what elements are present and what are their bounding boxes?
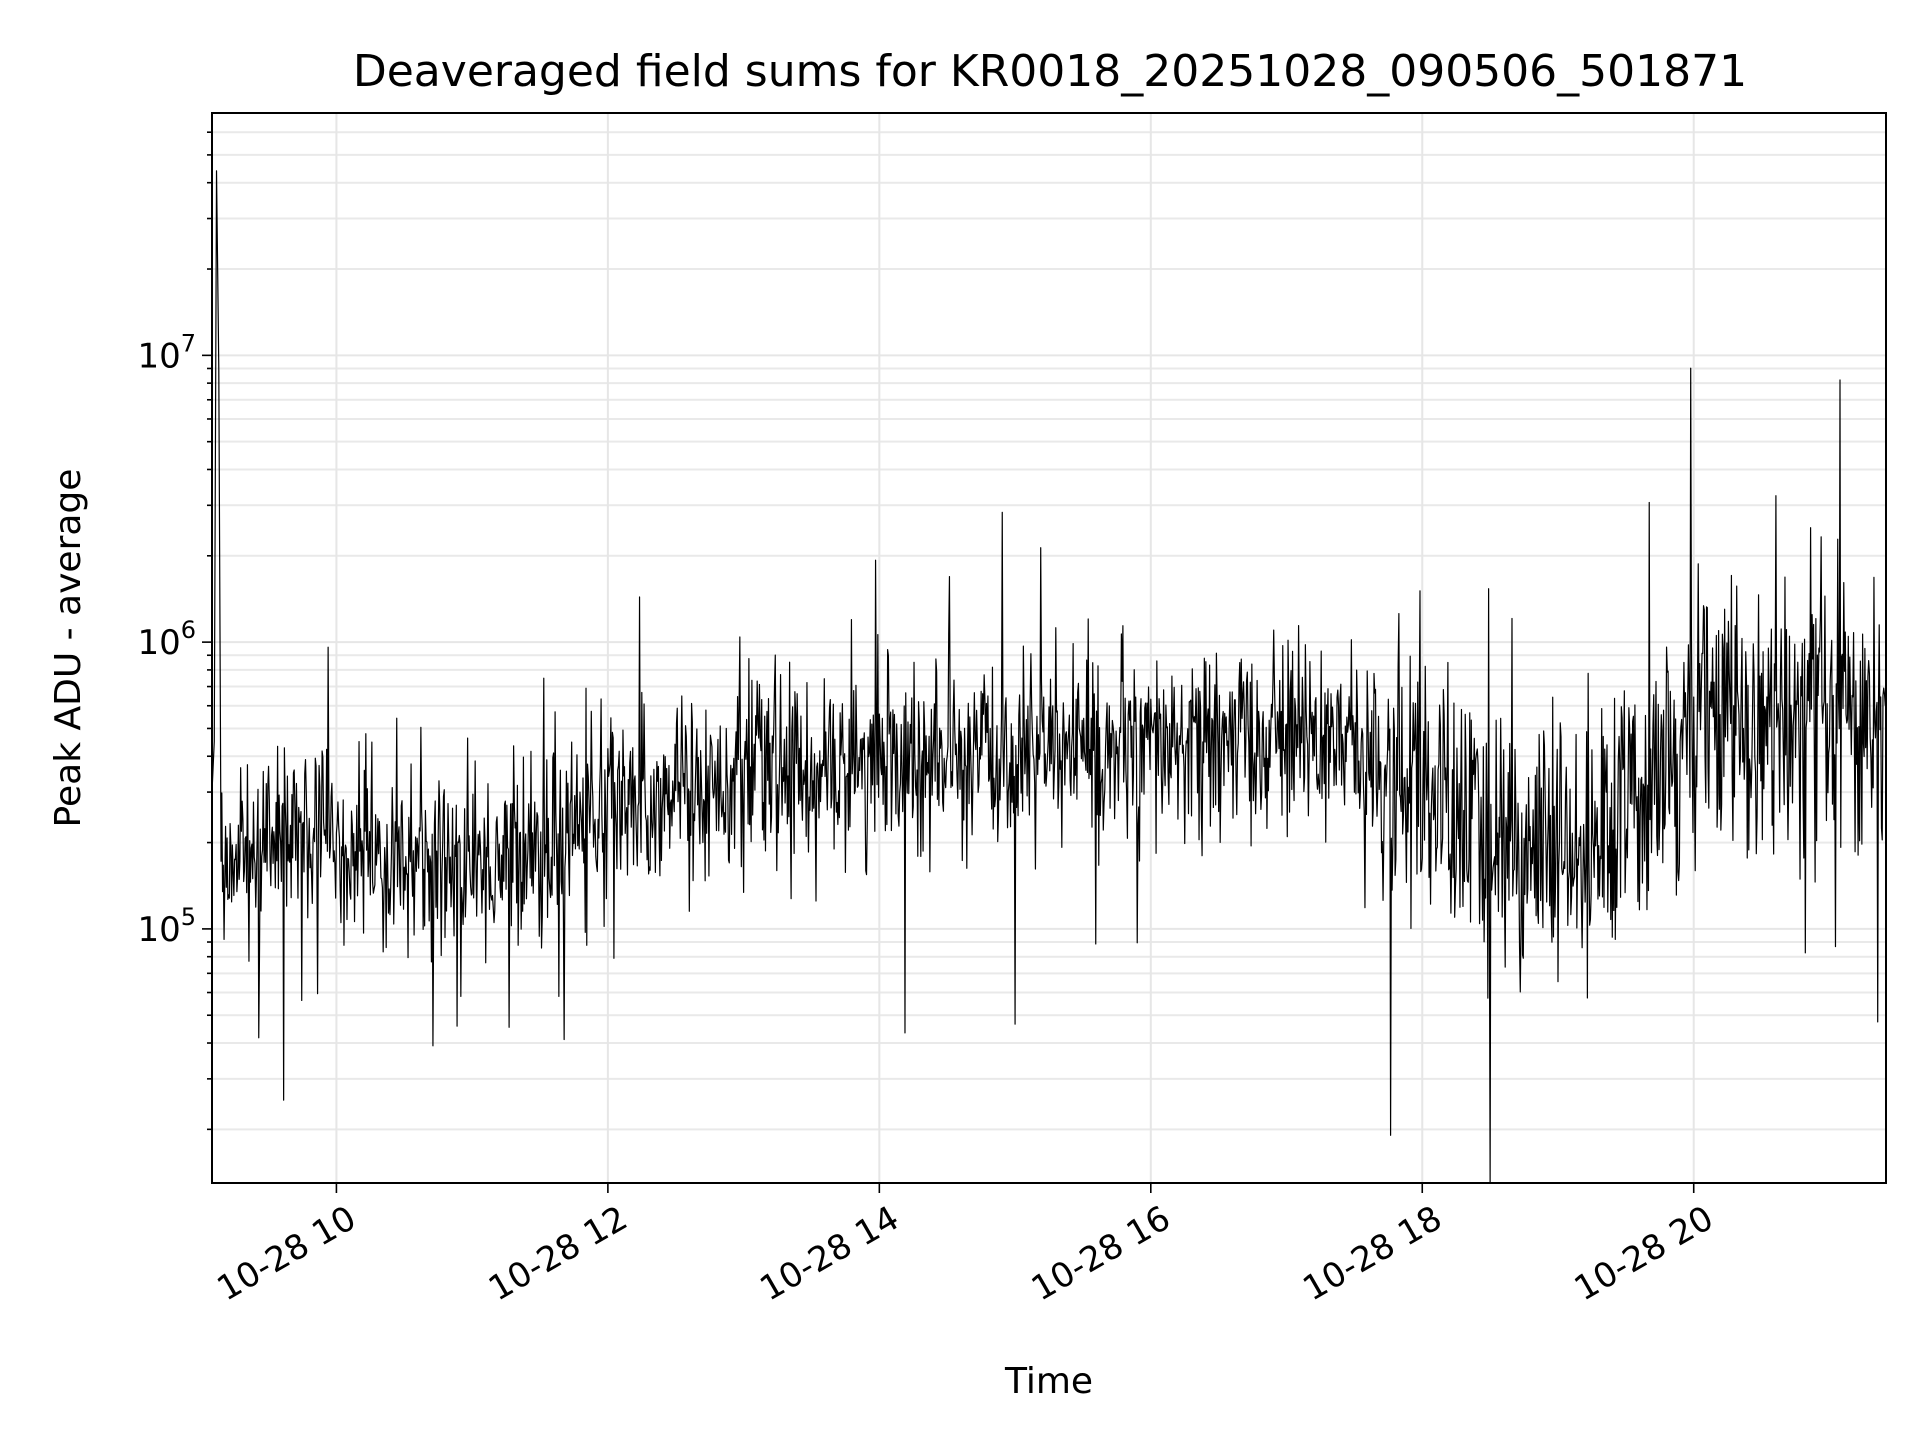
series-layer	[212, 170, 1886, 1183]
y-tick-label: 105	[137, 903, 196, 950]
plot-frame	[211, 112, 1887, 1184]
x-axis-label: Time	[1004, 1361, 1093, 1402]
x-axis: 10-28 10 10-28 12 10-28 14 10-28 16 10-28 18…	[211, 1183, 1720, 1309]
x-tick-label: 10-28 10	[211, 1198, 363, 1309]
x-tick-label: 10-28 16	[1025, 1198, 1177, 1309]
y-tick-label: 107	[137, 329, 196, 376]
y-axis: 105 106 107	[137, 131, 212, 1131]
x-tick-label: 10-28 20	[1568, 1198, 1720, 1309]
chart-title: Deaveraged field sums for KR0018_2025102…	[353, 46, 1747, 97]
series-line	[212, 170, 1886, 1183]
grid	[212, 113, 1886, 1183]
x-tick-label: 10-28 12	[482, 1198, 634, 1309]
x-tick-label: 10-28 14	[753, 1198, 905, 1309]
y-tick-label: 106	[137, 616, 196, 663]
x-tick-label: 10-28 18	[1296, 1198, 1448, 1309]
y-axis-label: Peak ADU - average	[48, 469, 89, 828]
